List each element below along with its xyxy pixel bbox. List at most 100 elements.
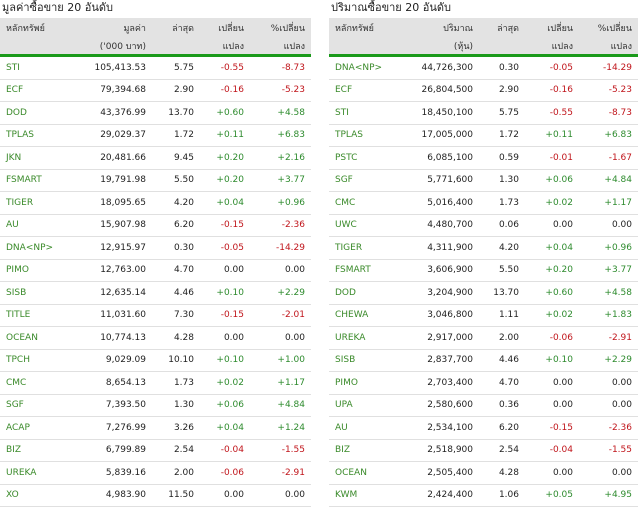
symbol-link[interactable]: SISB — [0, 281, 72, 305]
symbol-link[interactable]: UPA — [329, 394, 407, 417]
symbol-link[interactable]: TPCH — [0, 349, 72, 372]
symbol-link[interactable]: CMC — [329, 191, 407, 215]
symbol-link[interactable]: KWM — [329, 484, 407, 507]
last-price-cell: 2.90 — [479, 79, 525, 102]
symbol-link[interactable]: FSMART — [0, 169, 72, 192]
value-cell: 3,046,800 — [407, 304, 479, 327]
table-row: ECF 79,394.68 2.90 -0.16 -5.23 — [0, 79, 311, 102]
change-cell: +0.05 — [525, 484, 579, 507]
table-row: SISB 12,635.14 4.46 +0.10 +2.29 — [0, 281, 311, 305]
symbol-link[interactable]: SGF — [329, 169, 407, 192]
header-value-sub: ('000 บาท) — [99, 41, 146, 52]
change-cell: +0.60 — [525, 281, 579, 305]
symbol-link[interactable]: TITLE — [0, 304, 72, 327]
change-cell: +0.06 — [200, 394, 250, 417]
value-cell: 10,774.13 — [72, 326, 152, 350]
last-price-cell: 5.75 — [152, 55, 200, 80]
change-cell: 0.00 — [200, 326, 250, 350]
header-row-sub: (หุ้น) แปลง แปลง — [329, 37, 638, 56]
symbol-link[interactable]: OCEAN — [329, 461, 407, 485]
symbol-link[interactable]: TPLAS — [329, 124, 407, 147]
header-last: ล่าสุด — [497, 23, 519, 34]
pct-change-cell: -5.23 — [250, 79, 311, 102]
value-cell: 2,534,100 — [407, 416, 479, 440]
change-cell: -0.05 — [525, 55, 579, 80]
value-cell: 19,791.98 — [72, 169, 152, 192]
symbol-link[interactable]: DNA<NP> — [0, 236, 72, 260]
change-cell: 0.00 — [525, 394, 579, 417]
pct-change-cell: +3.77 — [579, 259, 638, 282]
symbol-link[interactable]: DOD — [0, 101, 72, 125]
value-cell: 2,837,700 — [407, 349, 479, 372]
value-cell: 4,311,900 — [407, 236, 479, 260]
symbol-link[interactable]: STI — [329, 101, 407, 125]
pct-change-cell: +1.00 — [250, 349, 311, 372]
symbol-link[interactable]: DOD — [329, 281, 407, 305]
change-cell: +0.11 — [200, 124, 250, 147]
pct-change-cell: +4.95 — [579, 484, 638, 507]
symbol-link[interactable]: XO — [0, 484, 72, 507]
header-row-sub: ('000 บาท) แปลง แปลง — [0, 37, 311, 56]
symbol-link[interactable]: TIGER — [0, 191, 72, 215]
table-body: STI 105,413.53 5.75 -0.55 -8.73 ECF 79,394.68 2… — [0, 55, 311, 507]
last-price-cell: 0.30 — [152, 236, 200, 260]
last-price-cell: 1.73 — [152, 371, 200, 395]
symbol-link[interactable]: BIZ — [329, 439, 407, 462]
symbol-link[interactable]: UWC — [329, 214, 407, 237]
last-price-cell: 4.28 — [152, 326, 200, 350]
panel-title: ปริมาณซื้อขาย 20 อันดับ — [331, 1, 451, 14]
table-row: STI 105,413.53 5.75 -0.55 -8.73 — [0, 55, 311, 80]
symbol-link[interactable]: JKN — [0, 146, 72, 170]
table-row: TPLAS 17,005,000 1.72 +0.11 +6.83 — [329, 124, 638, 147]
last-price-cell: 11.50 — [152, 484, 200, 507]
symbol-link[interactable]: PSTC — [329, 146, 407, 170]
value-cell: 8,654.13 — [72, 371, 152, 395]
symbol-link[interactable]: ACAP — [0, 416, 72, 440]
symbol-link[interactable]: ECF — [329, 79, 407, 102]
change-cell: 0.00 — [200, 484, 250, 507]
last-price-cell: 10.10 — [152, 349, 200, 372]
symbol-link[interactable]: OCEAN — [0, 326, 72, 350]
change-cell: +0.06 — [525, 169, 579, 192]
table-row: JKN 20,481.66 9.45 +0.20 +2.16 — [0, 146, 311, 170]
last-price-cell: 13.70 — [479, 281, 525, 305]
change-cell: -0.16 — [525, 79, 579, 102]
pct-change-cell: -2.91 — [250, 461, 311, 485]
symbol-link[interactable]: SGF — [0, 394, 72, 417]
pct-change-cell: -1.55 — [250, 439, 311, 462]
change-cell: -0.06 — [525, 326, 579, 350]
symbol-link[interactable]: ECF — [0, 79, 72, 102]
pct-change-cell: +3.77 — [250, 169, 311, 192]
pct-change-cell: -5.23 — [579, 79, 638, 102]
symbol-link[interactable]: CHEWA — [329, 304, 407, 327]
last-price-cell: 4.70 — [152, 259, 200, 282]
value-cell: 4,983.90 — [72, 484, 152, 507]
value-cell: 7,276.99 — [72, 416, 152, 440]
change-cell: 0.00 — [525, 214, 579, 237]
table-row: AU 15,907.98 6.20 -0.15 -2.36 — [0, 214, 311, 237]
symbol-link[interactable]: PIMO — [329, 371, 407, 395]
symbol-link[interactable]: SISB — [329, 349, 407, 372]
symbol-link[interactable]: UREKA — [0, 461, 72, 485]
value-cell: 79,394.68 — [72, 79, 152, 102]
table-row: OCEAN 10,774.13 4.28 0.00 0.00 — [0, 326, 311, 350]
symbol-link[interactable]: PIMO — [0, 259, 72, 282]
table-row: DOD 43,376.99 13.70 +0.60 +4.58 — [0, 101, 311, 125]
value-cell: 2,518,900 — [407, 439, 479, 462]
value-cell: 2,505,400 — [407, 461, 479, 485]
symbol-link[interactable]: STI — [0, 55, 72, 80]
symbol-link[interactable]: TIGER — [329, 236, 407, 260]
last-price-cell: 1.72 — [152, 124, 200, 147]
pct-change-cell: +1.83 — [579, 304, 638, 327]
table-row: UWC 4,480,700 0.06 0.00 0.00 — [329, 214, 638, 237]
symbol-link[interactable]: TPLAS — [0, 124, 72, 147]
symbol-link[interactable]: AU — [0, 214, 72, 237]
symbol-link[interactable]: FSMART — [329, 259, 407, 282]
symbol-link[interactable]: DNA<NP> — [329, 55, 407, 80]
symbol-link[interactable]: BIZ — [0, 439, 72, 462]
header-last-sub — [152, 37, 200, 56]
symbol-link[interactable]: AU — [329, 416, 407, 440]
symbol-link[interactable]: CMC — [0, 371, 72, 395]
symbol-link[interactable]: UREKA — [329, 326, 407, 350]
top-volume-table: หลักทรัพย์ ปริมาณ ล่าสุด เปลี่ยน %เปลี่ย… — [329, 18, 638, 507]
